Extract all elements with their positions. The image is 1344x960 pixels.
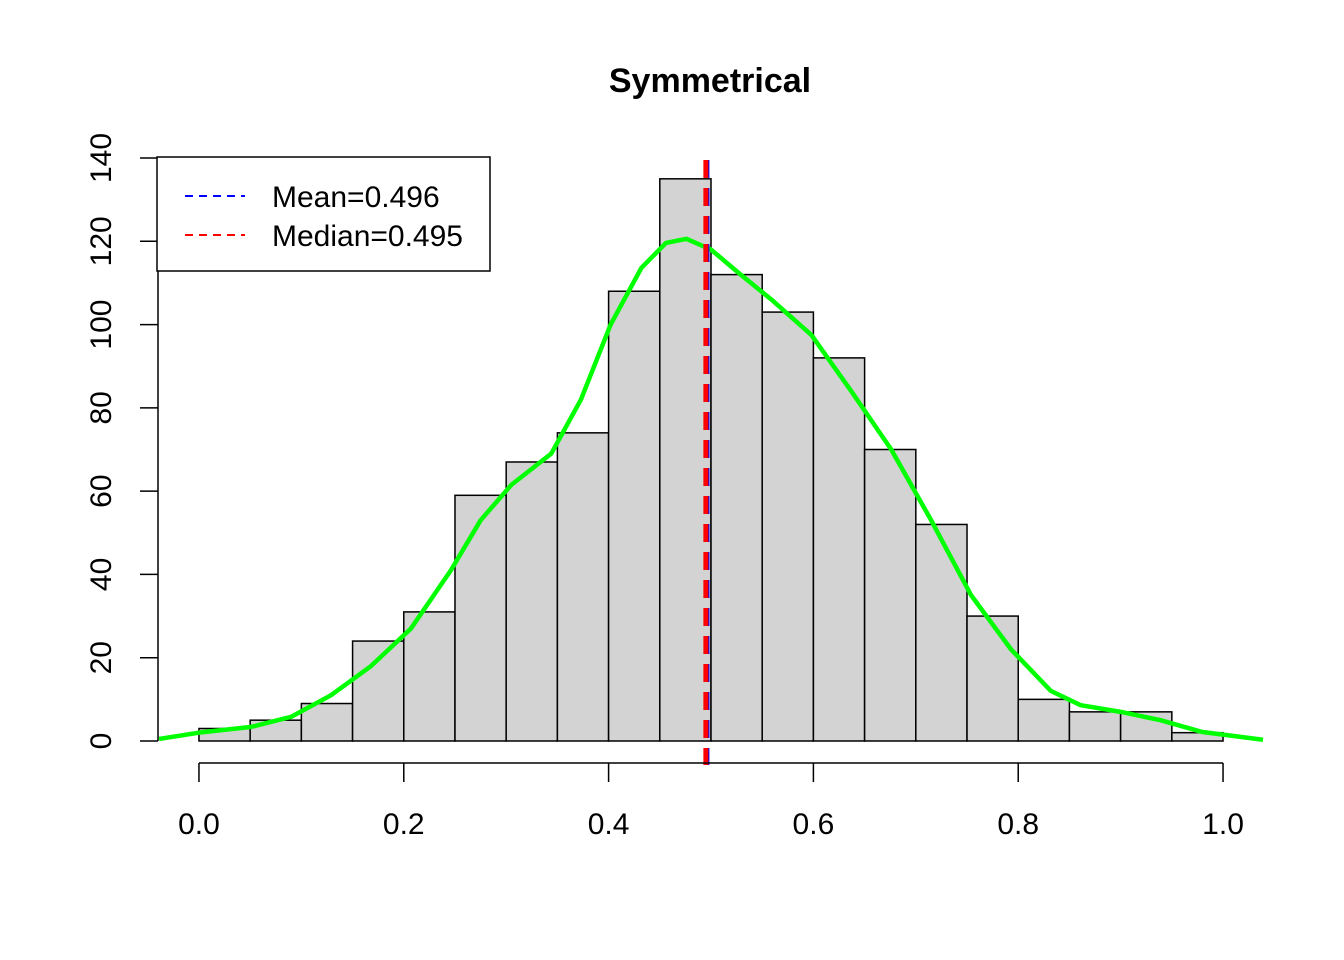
- legend-median-label: Median=0.495: [272, 220, 463, 253]
- chart-title: Symmetrical: [609, 62, 811, 100]
- histogram-bar: [761, 311, 815, 742]
- histogram-bar: [556, 432, 610, 742]
- y-tick-label: 140: [85, 133, 118, 183]
- x-tick-label: 0.0: [178, 808, 220, 841]
- histogram-bar: [300, 702, 354, 742]
- x-tick-label: 1.0: [1202, 808, 1244, 841]
- histogram-bar: [710, 273, 763, 742]
- reference-lines: [703, 160, 710, 765]
- histogram-bar: [915, 523, 968, 742]
- histogram-bar: [403, 611, 456, 742]
- y-tick-label: 40: [85, 558, 118, 591]
- density-curve-group: [158, 236, 1264, 742]
- y-tick-label: 20: [85, 641, 118, 674]
- legend-box: [156, 156, 491, 272]
- histogram-bar: [659, 178, 712, 742]
- x-tick-label: 0.2: [383, 808, 425, 841]
- histogram-bar: [505, 461, 559, 742]
- histogram-bar: [812, 357, 866, 742]
- histogram-bar: [1068, 711, 1122, 742]
- density-curve: [158, 236, 1264, 742]
- bars: [198, 178, 1224, 742]
- y-tick-label: 80: [85, 391, 118, 424]
- y-tick-label: 100: [85, 300, 118, 350]
- y-axis: 0 20 40 60 80 100 120 140: [85, 133, 159, 750]
- histogram-bar: [966, 615, 1019, 742]
- histogram-bar: [454, 494, 507, 742]
- y-tick-label: 60: [85, 474, 118, 507]
- histogram-bar: [1017, 698, 1071, 742]
- x-tick-label: 0.4: [588, 808, 630, 841]
- x-tick-label: 0.6: [793, 808, 835, 841]
- histogram-bar: [863, 448, 917, 742]
- y-tick-label: 120: [85, 216, 118, 266]
- histogram-bar: [351, 640, 405, 742]
- y-tick-label: 0: [85, 733, 118, 750]
- histogram-bar: [607, 290, 661, 742]
- x-axis: 0.0 0.2 0.4 0.6 0.8 1.0: [178, 762, 1244, 841]
- legend-mean-label: Mean=0.496: [272, 181, 440, 214]
- x-tick-label: 0.8: [997, 808, 1039, 841]
- legend: Mean=0.496 Median=0.495: [156, 156, 491, 272]
